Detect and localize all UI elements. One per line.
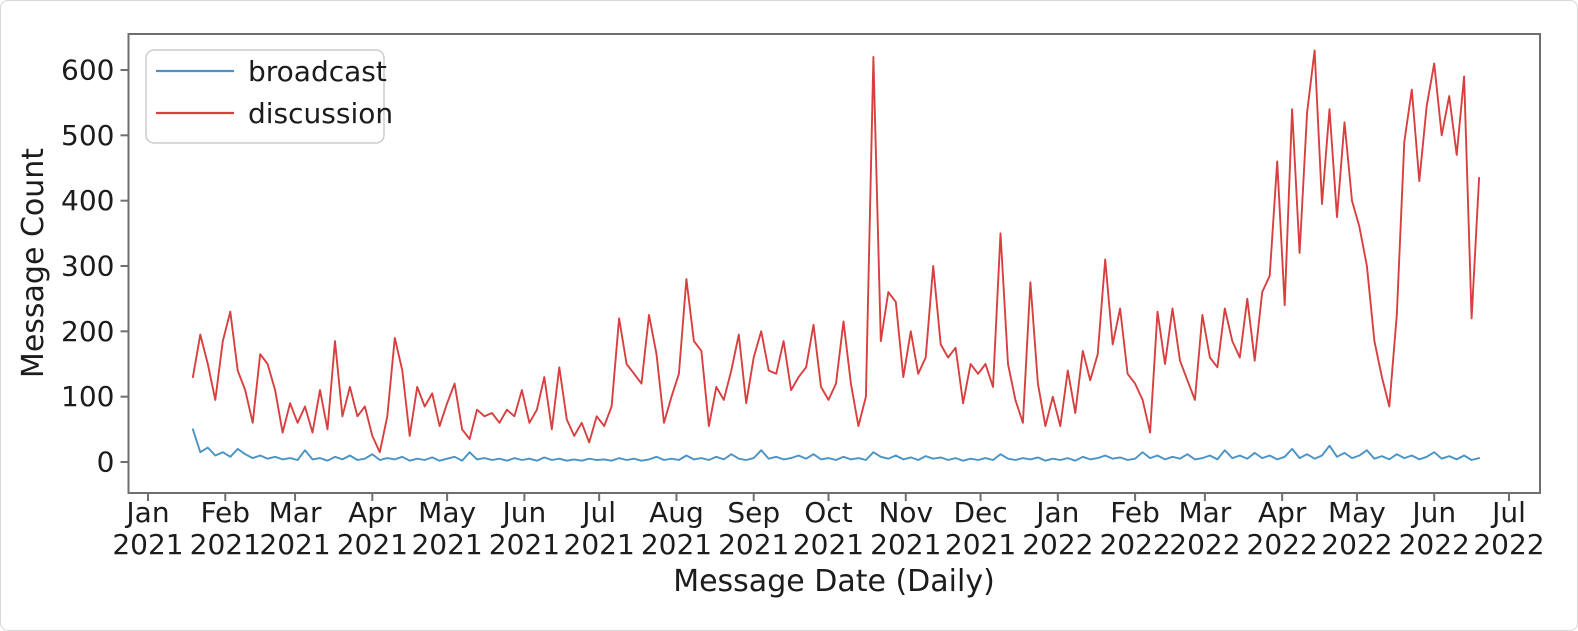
x-tick-label-year: 2022	[1247, 528, 1318, 561]
legend-item-broadcast: broadcast	[156, 55, 387, 88]
y-tick-label: 100	[61, 380, 114, 413]
x-tick-label-year: 2021	[641, 528, 712, 561]
x-tick-label-year: 2021	[337, 528, 408, 561]
legend-box	[145, 49, 385, 144]
y-tick-label: 300	[61, 250, 114, 283]
x-tick-label-month: Jul	[1490, 496, 1526, 529]
x-axis-title: Message Date (Daily)	[673, 564, 995, 599]
x-tick-label-month: Jan	[1034, 496, 1079, 529]
x-tick-label-year: 2021	[718, 528, 789, 561]
y-tick-label: 600	[61, 54, 114, 87]
x-tick-label-year: 2022	[1022, 528, 1093, 561]
x-tick-label-year: 2022	[1099, 528, 1170, 561]
x-tick-label-year: 2021	[793, 528, 864, 561]
x-tick-label-year: 2022	[1169, 528, 1240, 561]
x-tick-label-year: 2021	[945, 528, 1016, 561]
x-tick-label-month: Apr	[1258, 496, 1307, 529]
x-tick-label-month: Sep	[727, 496, 780, 529]
x-tick-label-month: May	[418, 496, 476, 529]
x-tick-label-month: Mar	[269, 496, 322, 529]
legend-label-broadcast: broadcast	[248, 55, 387, 88]
x-tick-label-month: Mar	[1178, 496, 1231, 529]
x-tick-label-month: Jun	[501, 496, 547, 529]
y-axis-title: Message Count	[16, 148, 51, 378]
x-axis-ticks: Jan2021Feb2021Mar2021Apr2021May2021Jun20…	[112, 493, 1545, 561]
data-line-broadcast	[191, 428, 1481, 462]
data-line-discussion	[191, 49, 1481, 454]
x-tick-label-year: 2021	[870, 528, 941, 561]
x-tick-label-month: Feb	[1110, 496, 1160, 529]
x-tick-label-month: Oct	[804, 496, 852, 529]
x-tick-label-year: 2022	[1399, 528, 1470, 561]
x-tick-label-month: Jan	[124, 496, 169, 529]
x-tick-label-year: 2022	[1321, 528, 1392, 561]
y-tick-label: 400	[61, 184, 114, 217]
y-axis-ticks: 0 100 200 300 400 500 600	[61, 54, 129, 479]
x-tick-label-month: May	[1328, 496, 1386, 529]
x-tick-label-month: Jun	[1410, 496, 1456, 529]
data-series-lines	[191, 49, 1481, 462]
legend: broadcast discussion	[145, 49, 393, 144]
legend-label-discussion: discussion	[248, 97, 393, 130]
x-tick-label-month: Jul	[580, 496, 616, 529]
x-tick-label-year: 2021	[190, 528, 261, 561]
x-tick-label-year: 2021	[489, 528, 560, 561]
x-tick-label-month: Apr	[348, 496, 397, 529]
x-tick-label-month: Aug	[649, 496, 704, 529]
x-tick-label-year: 2021	[411, 528, 482, 561]
y-tick-label: 200	[61, 315, 114, 348]
y-tick-label: 0	[97, 446, 115, 479]
x-tick-label-year: 2022	[1473, 528, 1544, 561]
x-tick-label-month: Dec	[953, 496, 1007, 529]
y-tick-label: 500	[61, 119, 114, 152]
x-tick-label-year: 2021	[564, 528, 635, 561]
legend-item-discussion: discussion	[156, 97, 393, 130]
x-tick-label-month: Nov	[878, 496, 933, 529]
x-tick-label-year: 2021	[112, 528, 183, 561]
x-tick-label-year: 2021	[259, 528, 330, 561]
x-tick-label-month: Feb	[200, 496, 250, 529]
